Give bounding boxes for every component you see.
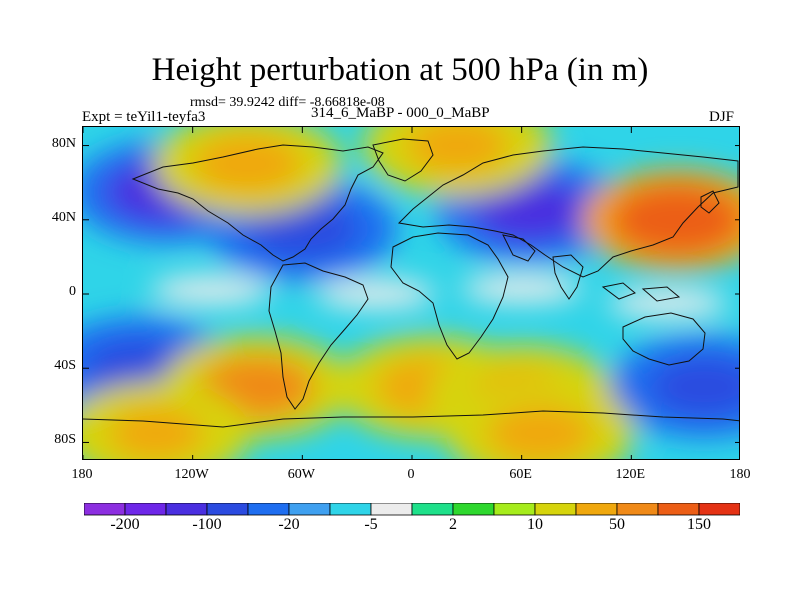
- experiment-label: Expt = teYil1-teyfa3: [82, 109, 206, 125]
- colorbar-swatch: [84, 503, 126, 516]
- colorbar-swatch: [657, 503, 700, 516]
- season-label: DJF: [709, 109, 735, 125]
- map-plot: [82, 126, 740, 460]
- field-feature: [650, 357, 739, 417]
- colorbar-swatch: [493, 503, 536, 516]
- field-features: [83, 127, 739, 459]
- near-zero-band: [315, 280, 436, 308]
- colorbar-label: -100: [192, 516, 222, 533]
- coastlines: [83, 138, 739, 428]
- field-feature: [473, 179, 589, 242]
- x-tick-label: 180: [729, 467, 751, 482]
- stats-label: rmsd= 39.9242 diff= -8.66818e-08: [190, 95, 385, 110]
- field-feature: [193, 134, 302, 194]
- colorbar-swatch: [534, 503, 577, 516]
- y-tick-label: 0: [69, 284, 76, 299]
- near-zero-band: [461, 274, 582, 303]
- near-zero-band: [607, 289, 728, 318]
- field-feature: [487, 404, 593, 459]
- x-tick-label: 120E: [615, 467, 646, 482]
- colorbar: [84, 503, 740, 516]
- colorbar-swatch: [124, 503, 167, 516]
- colorbar-label: 10: [527, 516, 543, 533]
- field-feature: [246, 198, 359, 260]
- colorbar-label: 150: [687, 516, 711, 533]
- y-tick-label: 80S: [54, 432, 76, 448]
- contour-field: [83, 127, 739, 459]
- colorbar-swatch: [370, 503, 413, 516]
- colorbar-swatch: [247, 503, 290, 516]
- colorbar-swatch: [575, 503, 618, 516]
- period-label: 314_6_MaBP - 000_0_MaBP: [311, 105, 490, 121]
- colorbar-swatch: [206, 503, 249, 516]
- field-feature: [610, 183, 739, 256]
- y-tick-label: 40S: [54, 358, 76, 374]
- x-tick-label: 120W: [174, 467, 209, 482]
- x-tick-label: 60W: [287, 467, 315, 482]
- colorbar-label: 2: [449, 516, 457, 533]
- y-tick-label: 80N: [51, 135, 76, 151]
- field-feature: [406, 127, 509, 174]
- colorbar-swatch: [329, 503, 372, 516]
- colorbar-swatch: [616, 503, 659, 516]
- colorbar-label: -200: [110, 516, 140, 533]
- colorbar-label: -20: [278, 516, 300, 533]
- figure-title: Height perturbation at 500 hPa (in m): [151, 52, 649, 88]
- colorbar-swatch: [165, 503, 208, 516]
- y-tick-label: 40N: [51, 209, 76, 225]
- x-tick-label: 60E: [509, 467, 532, 482]
- colorbar-swatch: [698, 503, 740, 516]
- field-feature: [108, 407, 204, 459]
- colorbar-label: 50: [609, 516, 625, 533]
- near-zero-band: [150, 276, 271, 305]
- colorbar-label: -5: [364, 516, 378, 533]
- colorbar-swatch: [452, 503, 495, 516]
- x-tick-label: 180: [71, 467, 93, 482]
- colorbar-swatch: [288, 503, 331, 516]
- colorbar-swatch: [411, 503, 454, 516]
- x-tick-label: 0: [407, 467, 415, 482]
